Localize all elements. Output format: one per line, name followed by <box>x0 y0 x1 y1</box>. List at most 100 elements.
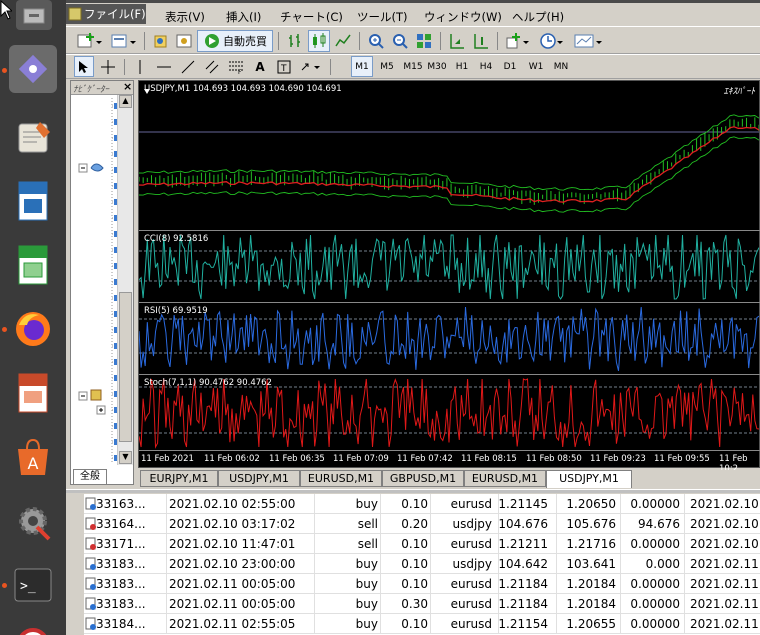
chart-shift-button[interactable] <box>470 30 492 52</box>
line-chart-button[interactable] <box>332 30 354 52</box>
arrows-button[interactable] <box>298 56 324 77</box>
tab-general[interactable]: 全般 <box>73 469 107 485</box>
zoom-out-button[interactable] <box>389 30 411 52</box>
text-button[interactable]: A <box>255 59 265 74</box>
menu-tools[interactable]: ツール(T) <box>357 10 408 24</box>
libreoffice-impress-icon[interactable] <box>9 369 57 417</box>
timeframe-D1[interactable]: D1 <box>503 61 517 72</box>
fibonacci-button[interactable]: F <box>226 56 246 77</box>
order-sl: 103.641 <box>566 557 616 571</box>
order-type: buy <box>355 597 378 611</box>
libreoffice-writer-icon[interactable] <box>9 177 57 225</box>
order-sl: 1.20184 <box>566 597 616 611</box>
bar-chart-button[interactable] <box>284 30 306 52</box>
order-row[interactable]: 33184... 2021.02.11 02:55:05 buy 0.10 eurusd… <box>84 614 760 634</box>
order-history-table: 33163... 2021.02.10 02:55:00 buy 0.10 eurusd… <box>84 494 760 635</box>
order-row[interactable]: 33183... 2021.02.11 00:05:00 buy 0.30 eurusd… <box>84 594 760 614</box>
running-indicator <box>2 68 7 73</box>
indicators-button[interactable] <box>503 30 533 52</box>
scroll-thumb[interactable] <box>119 292 132 442</box>
timeframe-H1[interactable]: H1 <box>455 61 469 72</box>
settings-icon[interactable] <box>9 497 57 545</box>
channel-button[interactable] <box>202 56 222 77</box>
scroll-up-icon[interactable]: ▲ <box>119 95 132 108</box>
vertical-line-button[interactable] <box>130 56 150 77</box>
files-icon[interactable] <box>16 0 52 30</box>
order-tp: 0.00000 <box>630 617 680 631</box>
templates-button[interactable] <box>571 30 605 52</box>
sell-order-icon <box>85 537 96 550</box>
stoch-line <box>138 378 760 449</box>
order-size: 0.20 <box>401 517 428 531</box>
timeframe-MN[interactable]: MN <box>553 61 569 72</box>
order-ticket: 33163... <box>96 497 146 511</box>
close-icon[interactable]: × <box>123 80 133 93</box>
timeframe-H4[interactable]: H4 <box>479 61 493 72</box>
chart-tab[interactable]: GBPUSD,M1 <box>382 470 464 487</box>
order-row[interactable]: 33171... 2021.02.10 11:47:01 sell 0.10 eurus… <box>84 534 760 554</box>
timeframe-M15[interactable]: M15 <box>403 61 423 72</box>
order-symbol: usdjpy <box>452 517 492 531</box>
order-row[interactable]: 33163... 2021.02.10 02:55:00 buy 0.10 eurusd… <box>84 494 760 514</box>
menu-help[interactable]: ヘルプ(H) <box>512 10 565 24</box>
trendline-button[interactable] <box>178 56 198 77</box>
candlestick-button[interactable] <box>308 30 330 52</box>
expert-label: ｴｷｽﾊﾟｰﾄ <box>723 87 755 97</box>
time-label: 11 Feb 07:42 <box>397 454 453 464</box>
chart-tab[interactable]: USDJPY,M1 <box>218 470 300 487</box>
order-row[interactable]: 33183... 2021.02.10 23:00:00 buy 0.10 usdjpy… <box>84 554 760 574</box>
app-launcher-icon[interactable] <box>9 45 57 93</box>
timeframe-W1[interactable]: W1 <box>528 61 544 72</box>
order-row[interactable]: 33164... 2021.02.10 03:17:02 sell 0.20 usdjp… <box>84 514 760 534</box>
timeframe-M5[interactable]: M5 <box>380 61 394 72</box>
new-chart-button[interactable] <box>74 30 104 52</box>
order-symbol: usdjpy <box>452 557 492 571</box>
scroll-down-icon[interactable]: ▼ <box>119 451 132 464</box>
chart-tab[interactable]: EURUSD,M1 <box>300 470 382 487</box>
order-price: 104.642 <box>498 557 548 571</box>
menu-insert[interactable]: 挿入(I) <box>226 10 262 24</box>
libreoffice-calc-icon[interactable] <box>9 241 57 289</box>
zoom-in-button[interactable] <box>365 30 387 52</box>
terminal-side-handle <box>66 494 84 635</box>
navigator-panel: ﾅﾋﾞｹﾞｰﾀｰ × ▲ ▼ 全般 <box>70 80 134 485</box>
text-editor-icon[interactable] <box>9 113 57 161</box>
order-row[interactable]: 33183... 2021.02.11 00:05:00 buy 0.10 eurusd… <box>84 574 760 594</box>
order-ticket: 33164... <box>96 517 146 531</box>
profiles-button[interactable] <box>108 30 138 52</box>
cursor-button[interactable] <box>74 56 94 77</box>
menu-window[interactable]: ウィンドウ(W) <box>424 10 502 24</box>
software-center-icon[interactable]: A <box>9 433 57 481</box>
firefox-icon[interactable] <box>9 305 57 353</box>
horizontal-line-button[interactable] <box>154 56 174 77</box>
order-symbol: eurusd <box>450 597 492 611</box>
auto-scroll-button[interactable] <box>446 30 468 52</box>
tile-windows-button[interactable] <box>413 30 435 52</box>
svg-text:T: T <box>280 64 287 74</box>
chart-tab-active[interactable]: USDJPY,M1 <box>546 470 632 488</box>
order-tp: 0.000 <box>645 557 680 571</box>
terminal-icon[interactable]: >_ <box>9 561 57 609</box>
chart-tab[interactable]: EURJPY,M1 <box>140 470 218 487</box>
running-indicator <box>2 583 7 588</box>
order-price: 1.21184 <box>498 577 548 591</box>
auto-trading-button[interactable]: 自動売買 <box>197 30 273 52</box>
market-watch-button[interactable] <box>150 30 172 52</box>
menu-view[interactable]: 表示(V) <box>165 10 205 24</box>
order-sl: 1.20650 <box>566 497 616 511</box>
periods-button[interactable] <box>537 30 567 52</box>
navigator-scrollbar[interactable]: ▲ ▼ <box>117 95 133 465</box>
text-label-button[interactable]: T <box>274 56 294 77</box>
order-price: 1.21211 <box>498 537 548 551</box>
navigator-button[interactable] <box>173 30 195 52</box>
chart-tab[interactable]: EURUSD,M1 <box>464 470 546 487</box>
timeframe-M1[interactable]: M1 <box>351 56 373 77</box>
menu-file[interactable]: ファイル(F) <box>84 7 146 21</box>
crosshair-button[interactable] <box>98 56 118 77</box>
menu-chart[interactable]: チャート(C) <box>280 10 343 24</box>
time-label: 11 Feb 07:09 <box>333 454 389 464</box>
help-icon[interactable] <box>9 622 57 635</box>
order-size: 0.30 <box>401 597 428 611</box>
order-open-time: 2021.02.10 23:00:00 <box>169 557 296 571</box>
timeframe-M30[interactable]: M30 <box>427 61 447 72</box>
